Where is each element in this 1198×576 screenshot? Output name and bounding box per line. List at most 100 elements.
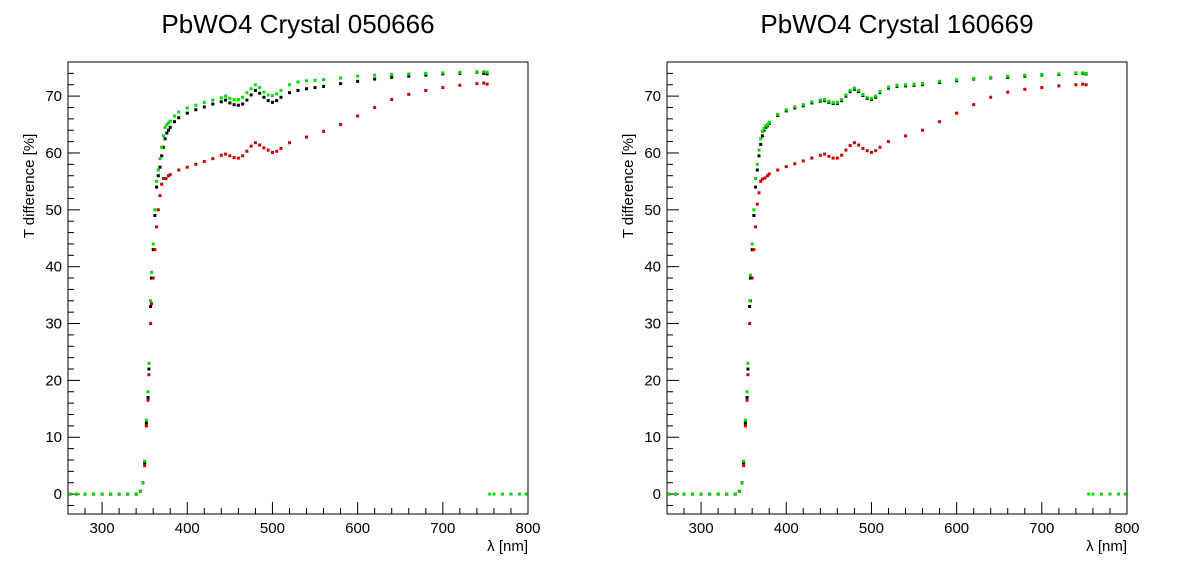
data-point-black (759, 142, 763, 146)
data-point-red (801, 159, 805, 163)
x-tick-label: 300 (689, 520, 714, 537)
data-point-red (750, 276, 754, 280)
data-point-red (752, 248, 756, 252)
data-point-black (745, 395, 749, 399)
data-point-green (168, 119, 172, 123)
data-point-red (852, 141, 856, 145)
data-point-red (1084, 83, 1088, 87)
data-point-green (249, 87, 253, 91)
data-point-green (840, 98, 844, 102)
data-point-green (492, 492, 496, 496)
data-point-green (674, 492, 678, 496)
data-point-red (938, 120, 942, 124)
data-point-green (296, 80, 300, 84)
data-point-red (155, 225, 159, 229)
data-point-green (767, 120, 771, 124)
data-point-black (356, 79, 360, 83)
y-tick-label: 20 (45, 372, 62, 389)
data-point-red (424, 88, 428, 92)
data-point-black (232, 103, 236, 107)
data-point-green (424, 71, 428, 75)
data-point-red (848, 144, 852, 148)
data-point-red (185, 165, 189, 169)
data-point-green (874, 94, 878, 98)
y-axis-title: T difference [%] (620, 134, 637, 239)
x-tick-label: 400 (774, 520, 799, 537)
data-point-red (1006, 90, 1010, 94)
data-point-red (270, 150, 274, 154)
data-point-green (202, 100, 206, 104)
data-point-red (904, 134, 908, 138)
data-point-black (258, 91, 262, 95)
data-point-red (743, 424, 747, 428)
data-point-green (746, 361, 750, 365)
data-point-green (245, 91, 249, 95)
data-point-green (861, 92, 865, 96)
data-point-red (878, 145, 882, 149)
data-point-green (149, 299, 153, 303)
data-point-black (161, 145, 165, 149)
data-point-red (784, 165, 788, 169)
data-point-green (270, 94, 274, 98)
data-point-green (755, 162, 759, 166)
axis-ticks: 300 400 500 600 700 800 0 10 20 30 40 50 60 70 (45, 61, 541, 537)
x-axis-title: λ [nm] (1086, 538, 1127, 555)
data-point-green (848, 88, 852, 92)
data-point-green (253, 83, 257, 87)
data-point-green (258, 86, 262, 90)
data-point-black (160, 154, 164, 158)
chart-panel-050666: PbWO4 Crystal 050666 300 400 500 600 700 800 0… (21, 9, 541, 555)
data-point-red (258, 143, 262, 147)
data-point-green (126, 492, 130, 496)
data-point-red (458, 83, 462, 87)
data-point-red (253, 141, 257, 145)
data-points (68, 70, 528, 496)
data-point-red (202, 159, 206, 163)
data-point-green (149, 270, 153, 274)
data-point-green (955, 78, 959, 82)
plot-frame (666, 61, 1128, 515)
data-point-red (746, 373, 750, 377)
data-point-black (373, 77, 377, 81)
data-point-red (989, 95, 993, 99)
data-point-black (219, 100, 223, 104)
data-point-green (1087, 492, 1091, 496)
data-point-green (743, 418, 747, 422)
data-point-green (818, 98, 822, 102)
data-point-red (266, 148, 270, 152)
data-point-red (153, 248, 157, 252)
data-point-red (955, 111, 959, 115)
y-tick-label: 30 (45, 316, 62, 333)
data-point-black (202, 105, 206, 109)
data-point-black (151, 248, 155, 252)
data-point-green (356, 74, 360, 78)
data-point-green (757, 148, 761, 152)
data-point-green (165, 123, 169, 127)
data-point-red (146, 398, 150, 402)
data-point-red (763, 176, 767, 180)
data-point-black (156, 174, 160, 178)
data-point-black (144, 421, 148, 425)
data-point-black (287, 91, 291, 95)
data-point-green (823, 98, 827, 102)
data-point-green (475, 70, 479, 74)
data-point-green (500, 492, 504, 496)
data-point-green (1091, 492, 1095, 496)
data-point-red (475, 82, 479, 86)
x-tick-label: 500 (859, 520, 884, 537)
plot-frame (67, 61, 529, 515)
data-point-red (275, 149, 279, 153)
axis-ticks: 300 400 500 600 700 800 0 10 20 30 40 50 60 70 (644, 61, 1140, 537)
data-point-red (143, 464, 147, 468)
data-point-green (740, 481, 744, 485)
data-point-green (219, 96, 223, 100)
data-point-green (172, 114, 176, 118)
data-point-green (1023, 73, 1027, 77)
data-point-red (745, 398, 749, 402)
chart-title: PbWO4 Crystal 160669 (760, 9, 1033, 39)
x-tick-label: 800 (515, 520, 540, 537)
data-point-green (241, 95, 245, 99)
data-point-black (211, 102, 215, 106)
data-point-green (886, 85, 890, 89)
